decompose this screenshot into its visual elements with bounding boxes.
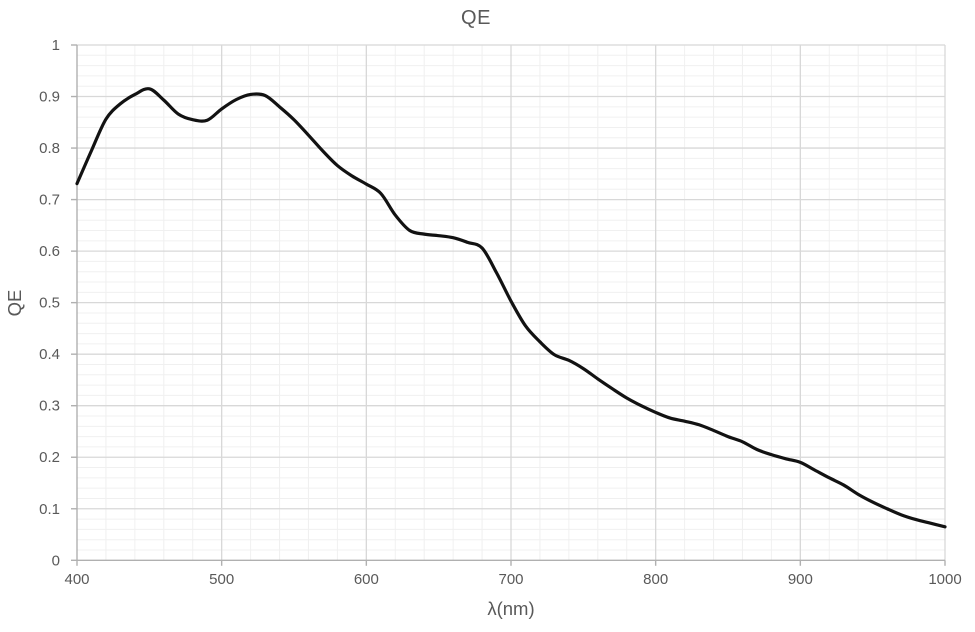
tick-marks bbox=[71, 44, 946, 566]
y-axis-title: QE bbox=[4, 290, 25, 317]
y-tick-label: 0.2 bbox=[39, 449, 60, 466]
tick-labels: 400 500 600 700 800 900 1000 0 0.1 0.2 0.3 0.4 0.5 0.… bbox=[39, 37, 962, 588]
y-tick-label: 0.4 bbox=[39, 346, 60, 363]
qe-curve bbox=[75, 87, 947, 529]
chart-title: QE bbox=[461, 7, 491, 29]
x-tick-label: 600 bbox=[354, 571, 379, 588]
x-tick-label: 800 bbox=[643, 571, 668, 588]
x-axis-title: λ(nm) bbox=[487, 598, 534, 619]
y-tick-label: 0.9 bbox=[39, 89, 60, 106]
x-tick-label: 700 bbox=[498, 571, 523, 588]
y-tick-label: 1 bbox=[52, 37, 60, 54]
y-tick-label: 0.5 bbox=[39, 295, 60, 312]
y-tick-label: 0 bbox=[52, 552, 60, 569]
y-tick-label: 0.6 bbox=[39, 243, 60, 260]
x-tick-label: 500 bbox=[209, 571, 234, 588]
x-tick-label: 400 bbox=[64, 571, 89, 588]
y-tick-label: 0.3 bbox=[39, 398, 60, 415]
y-tick-label: 0.1 bbox=[39, 501, 60, 518]
x-tick-label: 900 bbox=[788, 571, 813, 588]
y-tick-label: 0.8 bbox=[39, 140, 60, 157]
x-tick-label: 1000 bbox=[928, 571, 961, 588]
y-tick-label: 0.7 bbox=[39, 192, 60, 209]
